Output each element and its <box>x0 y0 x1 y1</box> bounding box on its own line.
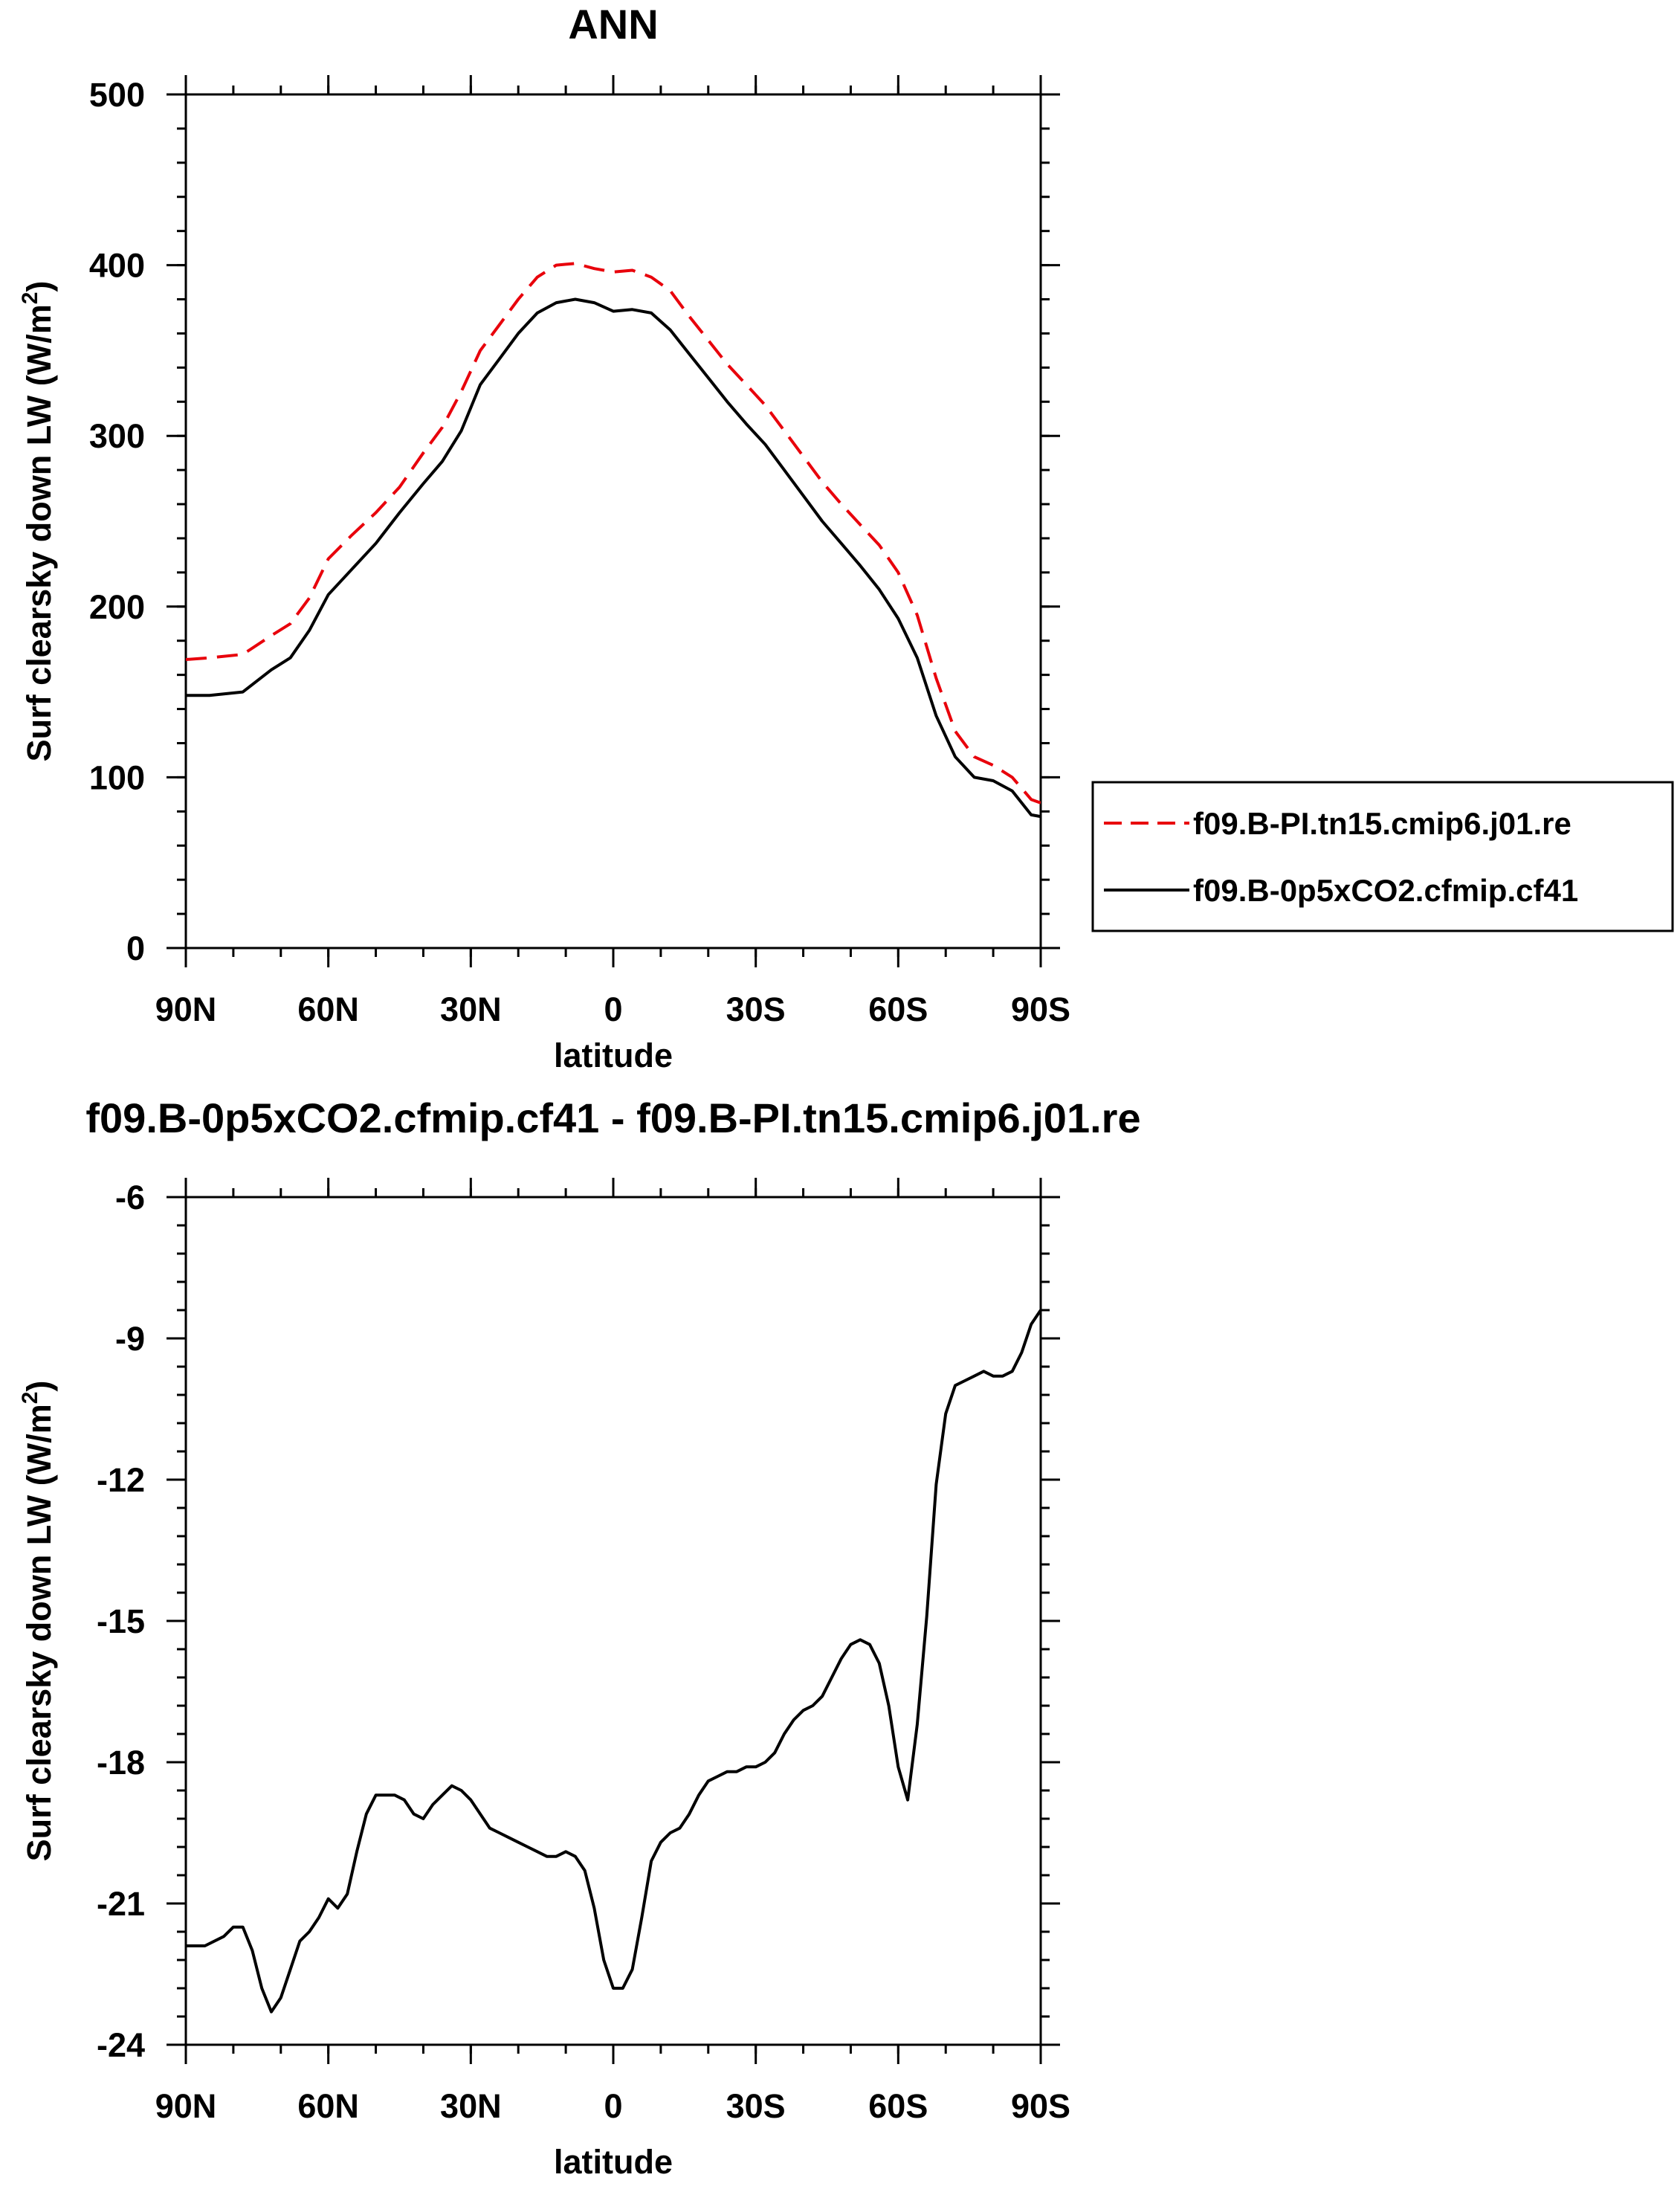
x-tick-label: 60S <box>868 2087 928 2125</box>
plot-frame <box>184 93 1042 950</box>
y-axis-label: Surf clearsky down LW (W/m2) <box>18 1381 58 1862</box>
y-tick-label: 100 <box>89 758 145 796</box>
series-line-1 <box>186 1309 1041 2014</box>
y-tick-label: -21 <box>97 1885 145 1923</box>
y-tick-label: 400 <box>89 247 145 285</box>
x-tick-label: 0 <box>604 2087 622 2125</box>
x-tick-label: 90N <box>155 990 217 1028</box>
x-axis-label: latitude <box>554 2143 673 2181</box>
y-tick-label: -9 <box>115 1320 145 1358</box>
y-tick-label: 200 <box>89 588 145 626</box>
y-tick-label: -6 <box>115 1179 145 1216</box>
y-axis-label-close: ) <box>20 281 58 292</box>
plot-frame <box>184 1196 1042 2046</box>
x-tick-label: 60S <box>868 990 928 1028</box>
chart-title: ANN <box>568 1 658 48</box>
x-tick-label: 90S <box>1011 2087 1070 2125</box>
y-tick-label: -24 <box>97 2026 145 2064</box>
y-tick-label: -15 <box>97 1602 145 1640</box>
chart-title: f09.B-0p5xCO2.cfmip.cf41 - f09.B-PI.tn15… <box>85 1094 1140 1141</box>
legend-label-1: f09.B-PI.tn15.cmip6.j01.re <box>1193 806 1571 841</box>
y-tick-label: 300 <box>89 417 145 455</box>
x-tick-label: 30N <box>440 2087 502 2125</box>
x-tick-label: 90S <box>1011 990 1070 1028</box>
x-tick-label: 30S <box>726 990 786 1028</box>
y-tick-label: -18 <box>97 1744 145 1782</box>
x-axis-label: latitude <box>554 1037 673 1074</box>
y-axis-label-sup: 2 <box>18 1392 42 1405</box>
legend-label-2: f09.B-0p5xCO2.cfmip.cf41 <box>1193 873 1578 908</box>
chart-panel-1: ANN 0 100 200 300 400 500 90N 60N 30N 0 30S 60S 90S la… <box>18 1 1674 1074</box>
x-tick-label: 30S <box>726 2087 786 2125</box>
legend-box <box>1091 781 1674 932</box>
y-axis-label-sup: 2 <box>18 292 42 305</box>
series-line-1 <box>186 262 1041 805</box>
y-axis-label-text: Surf clearsky down LW (W/m <box>20 1404 58 1861</box>
y-axis-label-text: Surf clearsky down LW (W/m <box>20 304 58 761</box>
y-tick-label: 0 <box>126 929 145 967</box>
chart-panel-2: f09.B-0p5xCO2.cfmip.cf41 - f09.B-PI.tn15… <box>18 1094 1141 2181</box>
series-line-2 <box>186 297 1041 819</box>
y-axis-label-close: ) <box>20 1381 58 1392</box>
y-tick-label: -12 <box>97 1461 145 1499</box>
y-tick-label: 500 <box>89 76 145 114</box>
x-tick-label: 60N <box>297 2087 359 2125</box>
x-tick-label: 30N <box>440 990 502 1028</box>
x-tick-label: 0 <box>604 990 622 1028</box>
x-tick-label: 60N <box>297 990 359 1028</box>
y-axis-label: Surf clearsky down LW (W/m2) <box>18 281 58 762</box>
x-tick-label: 90N <box>155 2087 217 2125</box>
legend: f09.B-PI.tn15.cmip6.j01.re f09.B-0p5xCO2.… <box>1091 781 1674 932</box>
